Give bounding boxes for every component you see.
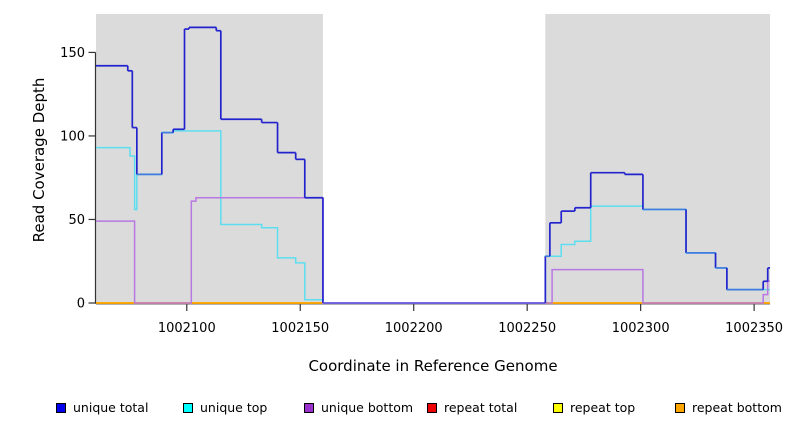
legend: unique total unique top unique bottom repea…	[0, 399, 792, 421]
x-tick-label: 1002200	[385, 321, 443, 336]
x-axis-title: Coordinate in Reference Genome	[308, 357, 558, 375]
y-tick-label: 50	[68, 213, 85, 228]
shaded-region	[545, 14, 770, 303]
shaded-region	[96, 14, 323, 303]
legend-swatch-icon	[56, 403, 66, 413]
x-tick-label: 1002350	[725, 321, 783, 336]
x-tick-label: 1002150	[271, 321, 329, 336]
y-tick-label: 150	[60, 46, 85, 61]
legend-swatch-icon	[427, 403, 437, 413]
legend-label: unique total	[73, 400, 149, 415]
legend-label: unique top	[200, 400, 268, 415]
legend-label: repeat total	[444, 400, 518, 415]
y-tick-label: 100	[60, 129, 85, 144]
legend-swatch-icon	[183, 403, 193, 413]
legend-label: repeat bottom	[692, 400, 782, 415]
x-tick-label: 1002250	[498, 321, 556, 336]
legend-label: unique bottom	[321, 400, 414, 415]
y-axis-title: Read Coverage Depth	[30, 77, 48, 243]
x-tick-label: 1002300	[612, 321, 670, 336]
y-tick-label: 0	[77, 297, 85, 312]
x-tick-label: 1002100	[158, 321, 216, 336]
legend-swatch-icon	[675, 403, 685, 413]
legend-swatch-icon	[553, 403, 563, 413]
legend-label: repeat top	[570, 400, 636, 415]
legend-swatch-icon	[304, 403, 314, 413]
